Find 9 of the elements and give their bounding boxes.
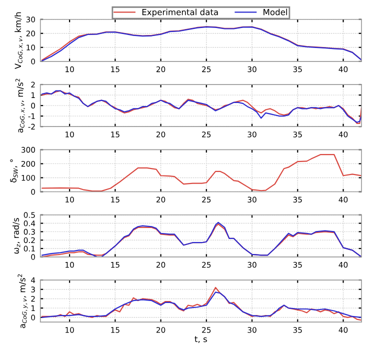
line-series: [42, 292, 362, 318]
legend-label: Model: [264, 8, 287, 16]
legend-label: Experimental data: [142, 8, 218, 17]
y-axis-title: V$_{CoG,x,v}$, km/h: [14, 12, 23, 70]
y-axis-title: ω$_{z}$, rad/s: [12, 218, 20, 254]
x-axis-title: t, s: [194, 336, 207, 344]
y-axis-title: a$_{CoG,x,v}$, m/s$^{2}$: [15, 78, 26, 133]
y-axis-title: δ$_{SW}$, °: [10, 159, 18, 182]
y-axis-title: a$_{CoG,y,v}$, m/s$^{2}$: [18, 274, 28, 328]
